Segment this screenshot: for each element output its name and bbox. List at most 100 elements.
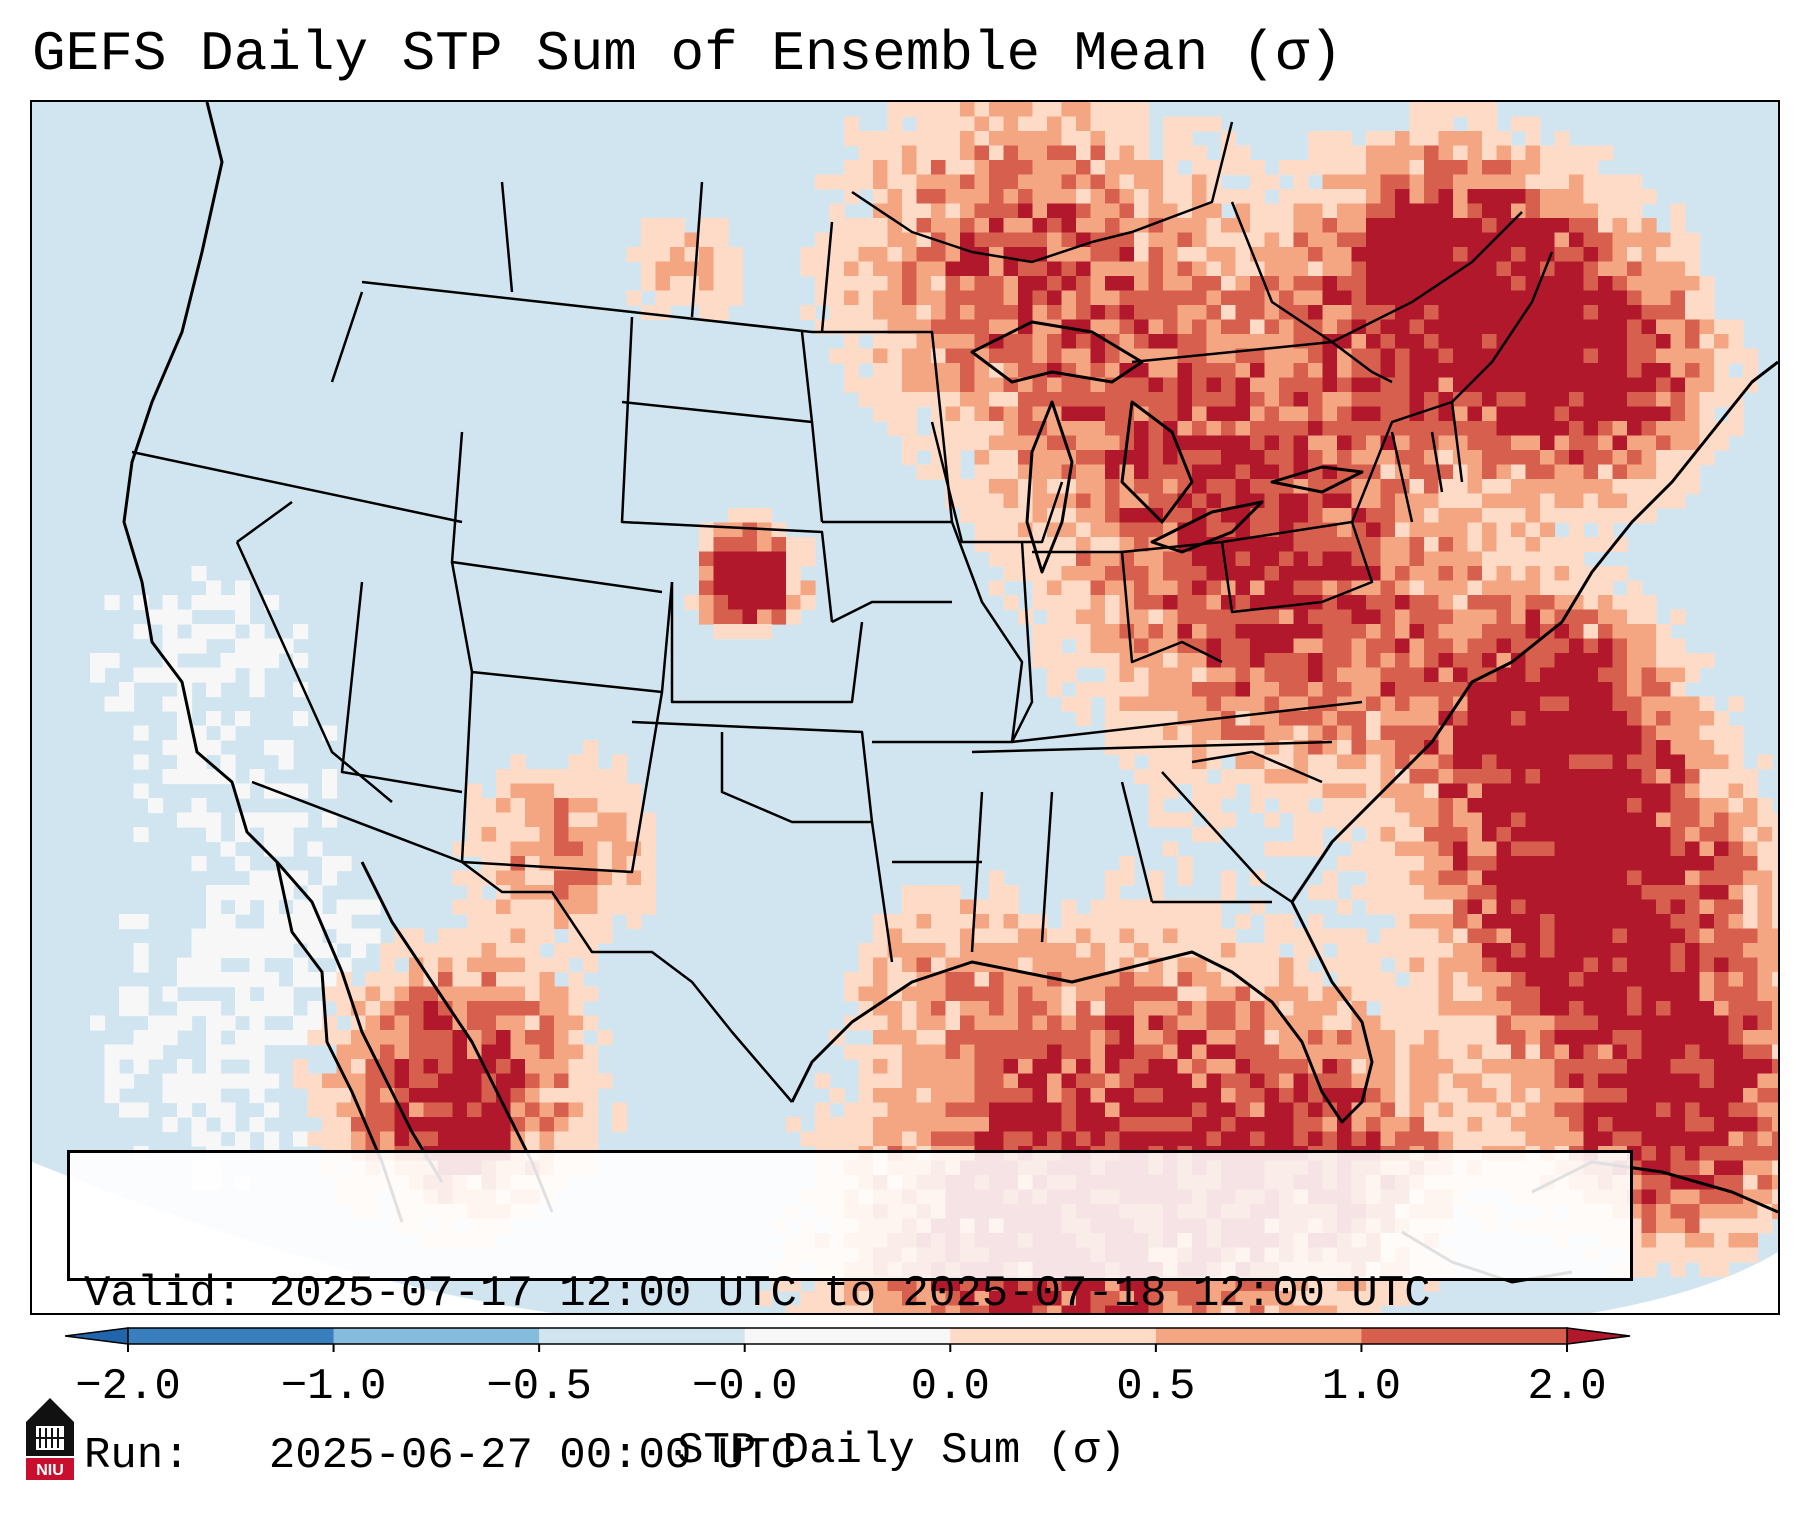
anomaly-cell	[1569, 232, 1585, 248]
anomaly-cell	[1453, 783, 1469, 799]
anomaly-cell	[452, 957, 468, 973]
anomaly-cell	[1554, 1131, 1570, 1147]
anomaly-cell	[1148, 261, 1164, 277]
anomaly-cell	[597, 856, 613, 872]
anomaly-cell	[1250, 392, 1266, 408]
anomaly-cell	[1496, 160, 1512, 176]
anomaly-cell	[960, 406, 976, 422]
anomaly-cell	[539, 1015, 555, 1031]
anomaly-cell	[1061, 102, 1077, 118]
anomaly-cell	[1308, 885, 1324, 901]
anomaly-cell	[974, 203, 990, 219]
anomaly-cell	[1395, 580, 1411, 596]
anomaly-cell	[1482, 537, 1498, 553]
anomaly-cell	[1076, 1102, 1092, 1118]
anomaly-cell	[1221, 667, 1237, 683]
anomaly-cell	[1569, 899, 1585, 915]
anomaly-cell	[1293, 595, 1309, 611]
anomaly-cell	[1293, 1131, 1309, 1147]
anomaly-cell	[1467, 218, 1483, 234]
anomaly-cell	[1177, 174, 1193, 190]
anomaly-cell	[1569, 421, 1585, 437]
anomaly-cell	[1264, 406, 1280, 422]
anomaly-cell	[1221, 653, 1237, 669]
anomaly-cell	[1192, 566, 1208, 582]
anomaly-cell	[1235, 653, 1251, 669]
anomaly-cell	[757, 508, 773, 524]
anomaly-cell	[597, 885, 613, 901]
anomaly-cell	[1699, 711, 1715, 727]
anomaly-cell	[380, 1059, 396, 1075]
anomaly-cell	[1395, 885, 1411, 901]
anomaly-cell	[626, 247, 642, 263]
anomaly-cell	[1757, 1189, 1773, 1205]
anomaly-cell	[162, 1073, 178, 1089]
anomaly-cell	[1105, 290, 1121, 306]
anomaly-cell	[1743, 957, 1759, 973]
anomaly-cell	[554, 841, 570, 857]
anomaly-cell	[1641, 754, 1657, 770]
anomaly-cell	[1119, 667, 1135, 683]
anomaly-cell	[1612, 479, 1628, 495]
anomaly-cell	[815, 174, 831, 190]
anomaly-cell	[1641, 508, 1657, 524]
anomaly-cell	[1047, 609, 1063, 625]
anomaly-cell	[1496, 1015, 1512, 1031]
anomaly-cell	[525, 783, 541, 799]
anomaly-cell	[1032, 392, 1048, 408]
anomaly-cell	[1424, 189, 1440, 205]
anomaly-cells	[90, 102, 1778, 1313]
anomaly-cell	[1467, 261, 1483, 277]
anomaly-cell	[148, 1044, 164, 1060]
anomaly-cell	[1467, 493, 1483, 509]
anomaly-cell	[655, 290, 671, 306]
anomaly-cell	[1061, 566, 1077, 582]
anomaly-cell	[916, 218, 932, 234]
anomaly-cell	[1206, 493, 1222, 509]
anomaly-cell	[699, 261, 715, 277]
anomaly-cell	[119, 1102, 135, 1118]
anomaly-cell	[1061, 624, 1077, 640]
anomaly-cell	[1627, 232, 1643, 248]
anomaly-cell	[1728, 986, 1744, 1002]
anomaly-cell	[1772, 1102, 1778, 1118]
anomaly-cell	[1467, 1131, 1483, 1147]
anomaly-cell	[539, 812, 555, 828]
anomaly-cell	[1670, 363, 1686, 379]
anomaly-cell	[1728, 1204, 1744, 1220]
anomaly-cell	[815, 232, 831, 248]
anomaly-cell	[206, 667, 222, 683]
anomaly-cell	[1264, 914, 1280, 930]
anomaly-cell	[1453, 551, 1469, 567]
anomaly-cell	[1032, 1102, 1048, 1118]
anomaly-cell	[510, 841, 526, 857]
anomaly-cell	[1409, 653, 1425, 669]
anomaly-cell	[916, 1117, 932, 1133]
anomaly-cell	[1090, 1088, 1106, 1104]
anomaly-cell	[1018, 116, 1034, 132]
anomaly-cell	[1467, 450, 1483, 466]
anomaly-cell	[1743, 769, 1759, 785]
anomaly-cell	[931, 276, 947, 292]
anomaly-cell	[960, 160, 976, 176]
anomaly-cell	[1148, 711, 1164, 727]
anomaly-cell	[713, 566, 729, 582]
anomaly-cell	[1380, 189, 1396, 205]
anomaly-cell	[1496, 1001, 1512, 1017]
anomaly-cell	[1685, 1030, 1701, 1046]
anomaly-cell	[481, 812, 497, 828]
anomaly-cell	[1743, 1204, 1759, 1220]
anomaly-cell	[1221, 319, 1237, 335]
anomaly-cell	[1293, 841, 1309, 857]
anomaly-cell	[1714, 348, 1730, 364]
anomaly-cell	[177, 1102, 193, 1118]
anomaly-cell	[1047, 203, 1063, 219]
anomaly-cell	[1540, 609, 1556, 625]
anomaly-cell	[1163, 1001, 1179, 1017]
anomaly-cell	[916, 334, 932, 350]
anomaly-cell	[1743, 1102, 1759, 1118]
anomaly-cell	[1685, 1088, 1701, 1104]
anomaly-cell	[1380, 740, 1396, 756]
anomaly-cell	[1438, 566, 1454, 582]
anomaly-cell	[1235, 624, 1251, 640]
